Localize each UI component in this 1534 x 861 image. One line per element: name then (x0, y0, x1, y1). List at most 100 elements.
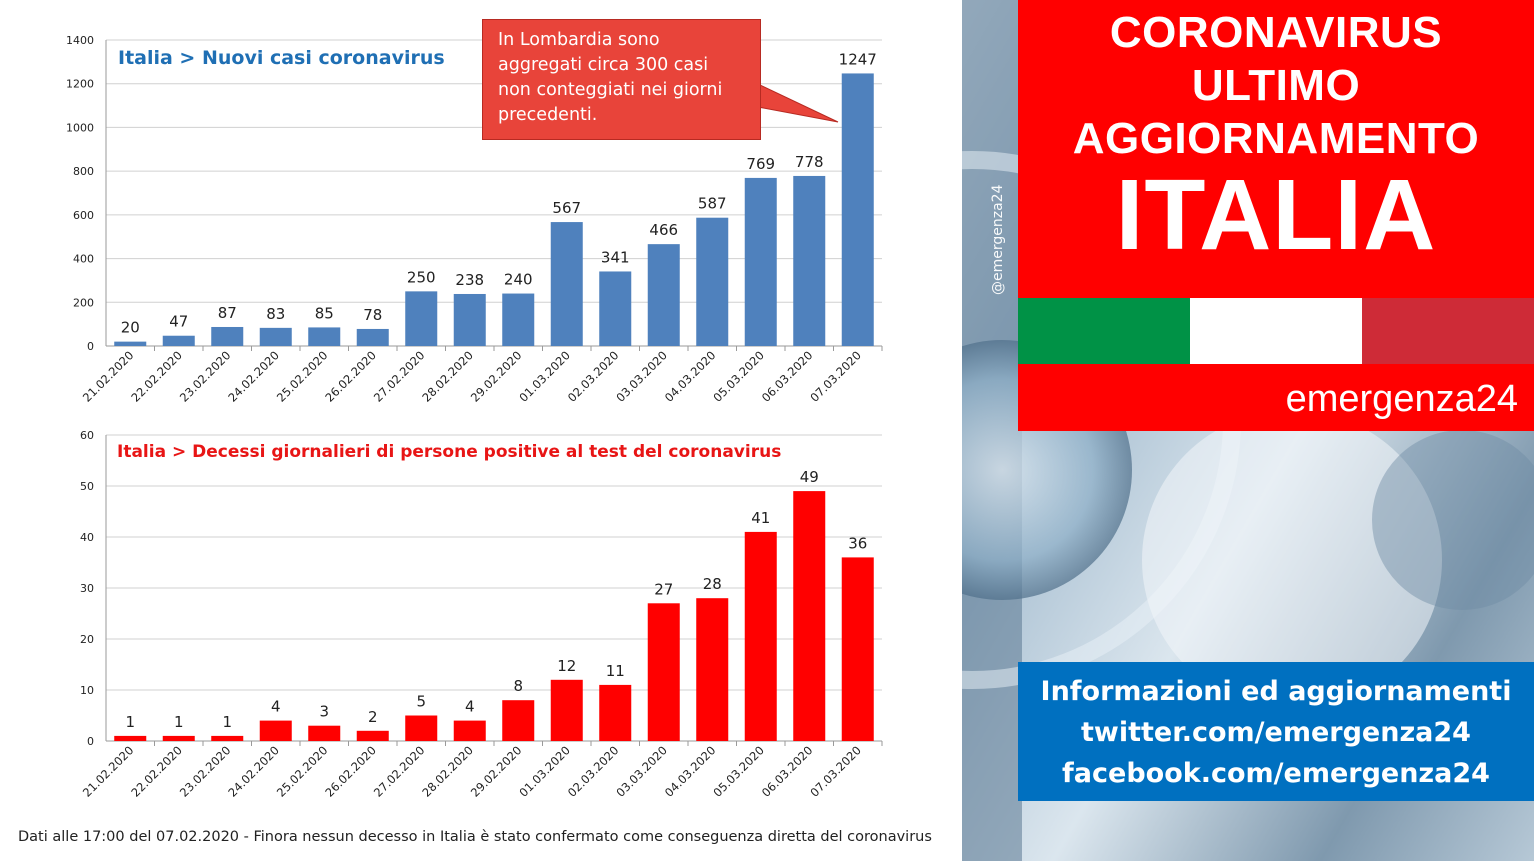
left-panel: 0 200 400 600 800 1000 1200 1400 20 21.02.2020 47 2… (18, 19, 932, 845)
x-tick-label: 01.03.2020 (516, 348, 572, 404)
brand-box: emergenza24 (1018, 364, 1534, 431)
x-tick-label: 04.03.2020 (662, 743, 718, 799)
x-tick-label: 03.03.2020 (613, 743, 669, 799)
new-cases-chart-title: Italia > Nuovi casi coronavirus (118, 47, 445, 69)
bar (162, 335, 195, 346)
y-tick-label: 200 (73, 296, 94, 309)
bar (696, 598, 729, 741)
bar (259, 720, 292, 741)
headline-country: ITALIA (1115, 159, 1437, 271)
twitter-link[interactable]: twitter.com/emergenza24 (1081, 717, 1471, 748)
data-label: 3 (319, 703, 329, 721)
data-label: 4 (465, 698, 475, 716)
x-tick-label: 05.03.2020 (710, 743, 766, 799)
y-tick-label: 1000 (66, 121, 94, 134)
bar (356, 328, 389, 346)
headline-box: CORONAVIRUS ULTIMO AGGIORNAMENTO ITALIA (1018, 0, 1534, 298)
data-label: 1 (222, 713, 232, 731)
bar (599, 271, 632, 346)
y-tick-label: 50 (80, 480, 94, 493)
headline-line-1: CORONAVIRUS (1109, 8, 1443, 57)
x-tick-label: 26.02.2020 (322, 348, 378, 404)
bar (308, 327, 341, 346)
data-label: 1 (174, 713, 184, 731)
data-label: 341 (601, 248, 630, 266)
x-tick-label: 22.02.2020 (128, 743, 184, 799)
bar (744, 177, 777, 346)
flag-stripe-white (1190, 298, 1362, 364)
data-label: 49 (800, 468, 819, 486)
y-tick-label: 0 (87, 735, 94, 748)
x-tick-label: 27.02.2020 (371, 743, 427, 799)
x-tick-label: 24.02.2020 (225, 743, 281, 799)
data-label: 1 (125, 713, 135, 731)
y-tick-label: 600 (73, 209, 94, 222)
x-tick-label: 26.02.2020 (322, 743, 378, 799)
data-label: 11 (606, 662, 625, 680)
y-tick-label: 1400 (66, 34, 94, 47)
x-tick-label: 25.02.2020 (274, 348, 330, 404)
data-label: 567 (552, 199, 581, 217)
x-tick-label: 02.03.2020 (565, 348, 621, 404)
y-tick-label: 400 (73, 253, 94, 266)
y-tick-label: 800 (73, 165, 94, 178)
x-tick-label: 21.02.2020 (80, 743, 136, 799)
x-tick-label: 07.03.2020 (807, 743, 863, 799)
x-tick-label: 23.02.2020 (177, 743, 233, 799)
facebook-link[interactable]: facebook.com/emergenza24 (1062, 758, 1490, 789)
deaths-chart: 0 10 20 30 40 50 60 1 21.02.2020 1 22.02.2020 1 23.0… (80, 429, 883, 800)
info-box: Informazioni ed aggiornamenti twitter.co… (1018, 662, 1534, 801)
x-tick-label: 29.02.2020 (468, 743, 524, 799)
x-tick-label: 28.02.2020 (419, 348, 475, 404)
y-tick-label: 20 (80, 633, 94, 646)
bar (793, 175, 826, 346)
data-label: 5 (416, 693, 426, 711)
x-tick-label: 22.02.2020 (128, 348, 184, 404)
x-tick-label: 05.03.2020 (710, 348, 766, 404)
x-tick-label: 02.03.2020 (565, 743, 621, 799)
data-label: 466 (649, 221, 678, 239)
bar (453, 293, 486, 346)
flag-stripe-green (1018, 298, 1190, 364)
data-label: 2 (368, 708, 378, 726)
bar (162, 735, 195, 741)
x-tick-label: 04.03.2020 (662, 348, 718, 404)
data-label: 778 (795, 153, 824, 171)
data-label: 238 (455, 271, 484, 289)
bar (405, 715, 438, 741)
data-label: 4 (271, 698, 281, 716)
x-tick-label: 06.03.2020 (759, 348, 815, 404)
data-label: 1247 (839, 50, 877, 68)
data-label: 36 (848, 534, 867, 552)
italian-flag (1018, 298, 1534, 364)
bar (211, 326, 244, 346)
data-label: 41 (751, 509, 770, 527)
x-tick-label: 29.02.2020 (468, 348, 524, 404)
y-tick-label: 60 (80, 429, 94, 442)
data-label: 250 (407, 268, 436, 286)
data-label: 87 (218, 304, 237, 322)
headline-line-3: AGGIORNAMENTO (1072, 114, 1480, 163)
bar (599, 684, 632, 741)
y-tick-label: 0 (87, 340, 94, 353)
data-label: 8 (513, 677, 523, 695)
bar (211, 735, 244, 741)
x-tick-label: 01.03.2020 (516, 743, 572, 799)
annotation-pointer (757, 83, 839, 123)
data-label: 240 (504, 271, 533, 289)
bar (453, 720, 486, 741)
x-tick-label: 06.03.2020 (759, 743, 815, 799)
bar (502, 293, 535, 346)
y-tick-label: 10 (80, 684, 94, 697)
x-tick-label: 27.02.2020 (371, 348, 427, 404)
bar (647, 244, 680, 346)
bar (647, 603, 680, 741)
deaths-chart-title: Italia > Decessi giornalieri di persone … (117, 442, 782, 462)
y-tick-label: 40 (80, 531, 94, 544)
bar (696, 217, 729, 346)
data-label: 28 (703, 575, 722, 593)
x-tick-label: 23.02.2020 (177, 348, 233, 404)
bar (550, 679, 583, 741)
bar (259, 327, 292, 346)
x-tick-label: 25.02.2020 (274, 743, 330, 799)
